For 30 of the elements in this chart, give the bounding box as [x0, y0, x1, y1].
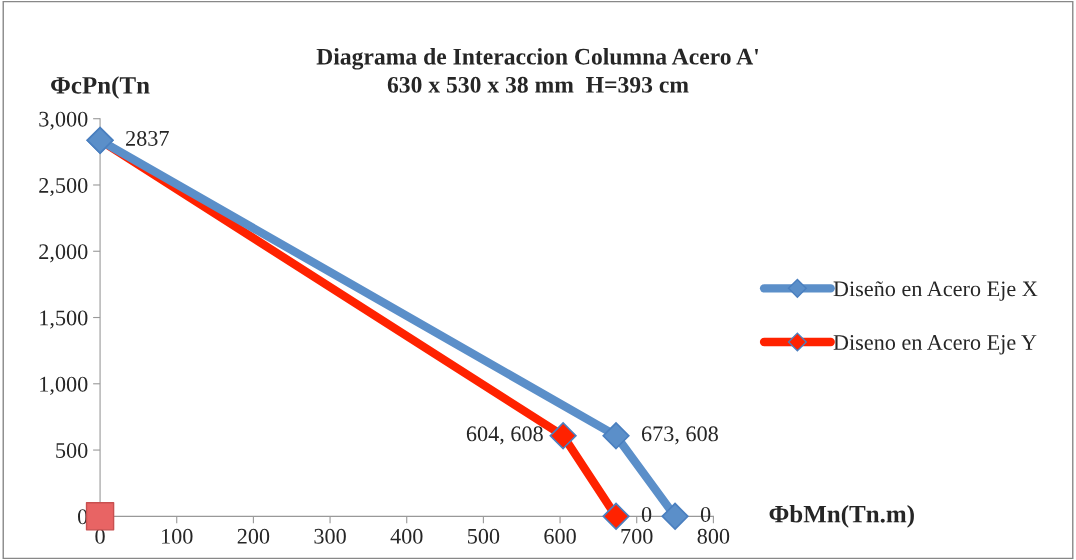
- data-label: 673, 608: [641, 426, 718, 445]
- point: [602, 502, 630, 530]
- x-tick-label: 300: [314, 528, 346, 544]
- x-tick-label: 800: [697, 528, 730, 544]
- x-tick-label: 700: [621, 528, 653, 544]
- x-tick-label: 0: [95, 528, 105, 544]
- data-label: 2837: [126, 130, 169, 146]
- data-label: 0: [700, 506, 711, 522]
- y-tick-label: 2,000: [39, 244, 88, 263]
- chart-title: Diagrama de Interaccion Columna Acero A' 630 x 530 x 38 mm H=393 cm: [316, 48, 758, 93]
- legend-label: Diseño en Acero Eje X: [833, 281, 1038, 301]
- y-tick-label: 1,000: [40, 376, 88, 395]
- x-tick-label: 200: [237, 528, 270, 544]
- point: [85, 502, 115, 531]
- y-tick-label: 500: [56, 442, 88, 458]
- point: [661, 502, 689, 530]
- legend-label: Diseno en Acero Eje Y: [833, 335, 1037, 355]
- y-tick-label: 3,000: [39, 111, 88, 130]
- data-label: 604, 608: [466, 426, 543, 445]
- point: [549, 422, 577, 450]
- y-tick-label: 1,500: [40, 310, 88, 329]
- x-tick-label: 100: [162, 528, 193, 544]
- x-tick-label: 500: [468, 528, 500, 544]
- y-axis-title: ΦcPn(Tn: [51, 76, 150, 99]
- point: [602, 422, 630, 450]
- data-label: 0: [641, 506, 652, 522]
- y-tick-label: 2,500: [39, 177, 88, 197]
- x-axis-title: ΦbMn(Tn.m): [769, 504, 914, 528]
- x-tick-label: 400: [390, 528, 423, 544]
- x-tick-label: 600: [544, 528, 576, 544]
